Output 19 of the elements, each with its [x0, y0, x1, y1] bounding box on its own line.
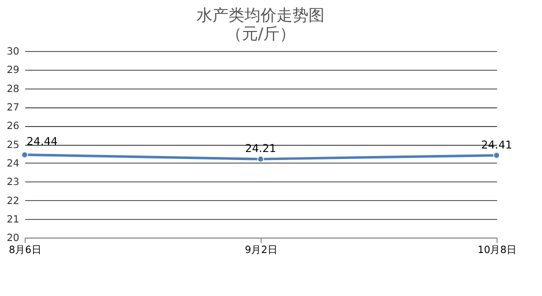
y-tick-label: 26 — [6, 121, 20, 132]
y-tick-label: 28 — [6, 84, 20, 95]
y-tick-label: 22 — [6, 196, 20, 207]
y-tick-label: 20 — [6, 233, 20, 244]
x-tick-label: 10月8日 — [478, 244, 516, 256]
y-tick-label: 24 — [6, 158, 20, 170]
chart-subtitle: （元/斤） — [226, 24, 296, 44]
y-tick-label: 21 — [6, 214, 20, 226]
y-tick-label: 23 — [6, 177, 20, 188]
x-tick-label: 9月2日 — [244, 244, 278, 256]
data-label: 24.44 — [26, 134, 58, 148]
y-tick-label: 29 — [6, 65, 20, 76]
data-label: 24.21 — [245, 142, 276, 156]
y-tick-label: 25 — [6, 140, 20, 151]
x-tick-label: 8月6日 — [8, 244, 42, 256]
chart-title: 水产类均价走势图 — [196, 5, 325, 24]
y-tick-label: 30 — [6, 46, 20, 58]
data-label: 24.41 — [481, 138, 512, 152]
y-tick-label: 27 — [6, 102, 20, 114]
